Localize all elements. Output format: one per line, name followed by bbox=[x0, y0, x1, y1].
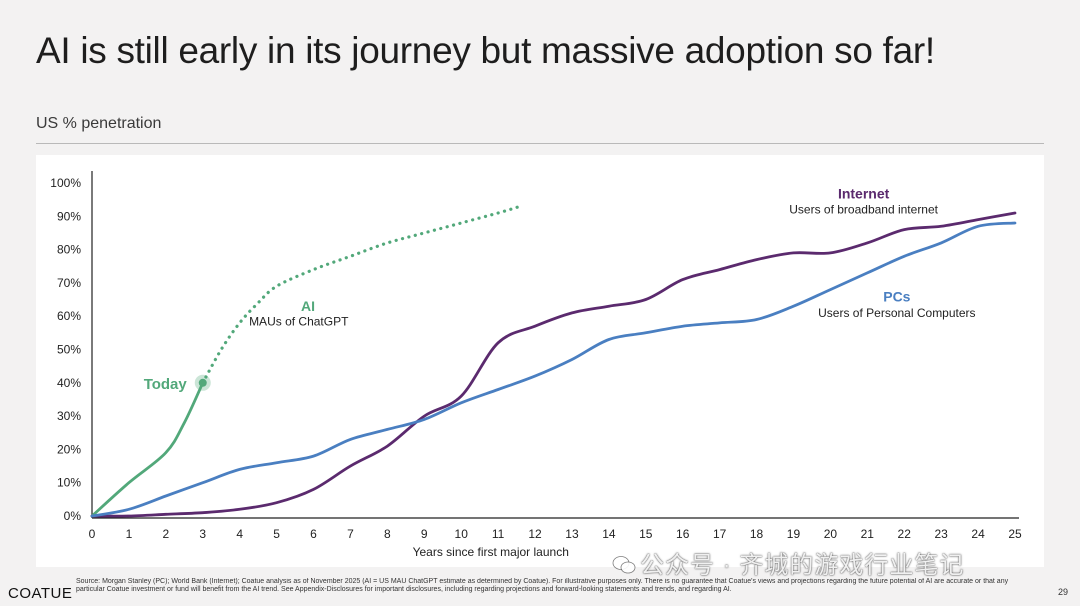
x-tick-label-20: 20 bbox=[824, 527, 838, 541]
x-tick-label-18: 18 bbox=[750, 527, 764, 541]
x-tick-label-6: 6 bbox=[310, 527, 317, 541]
internet-series-label: Internet bbox=[838, 186, 890, 202]
source-note: Source: Morgan Stanley (PC); World Bank … bbox=[76, 578, 1009, 593]
watermark: 公众号 · 齐城的游戏行业笔记 bbox=[612, 545, 964, 580]
x-tick-label-13: 13 bbox=[565, 527, 579, 541]
x-tick-label-8: 8 bbox=[384, 527, 391, 541]
ai-series-sublabel: MAUs of ChatGPT bbox=[249, 315, 349, 329]
chart-axes: 0%10%20%30%40%50%60%70%80%90%100%0 1 2 3 4 5 6… bbox=[50, 171, 1022, 559]
chart-subtitle: US % penetration bbox=[36, 115, 162, 132]
x-tick-label-1: 1 bbox=[126, 527, 133, 541]
series-line-ai-projection bbox=[201, 204, 522, 385]
chart-panel: 0% 10% 20% 30% 40% 50% 60% 70% 80% 90% 100% 0 1 2 3 4 5 6… bbox=[36, 155, 1044, 567]
y-tick-label-10: 10% bbox=[57, 476, 81, 490]
wechat-icon bbox=[612, 556, 636, 574]
y-tick-label-50: 50% bbox=[57, 343, 81, 357]
internet-series-sublabel: Users of broadband internet bbox=[789, 203, 938, 217]
x-tick-label-5: 5 bbox=[273, 527, 280, 541]
page-number: 29 bbox=[1057, 587, 1068, 597]
y-tick-label-20: 20% bbox=[57, 442, 81, 456]
y-tick-label-90: 90% bbox=[57, 209, 81, 223]
x-tick-label-9: 9 bbox=[421, 527, 428, 541]
x-tick-label-17: 17 bbox=[713, 527, 727, 541]
y-tick-label-60: 60% bbox=[57, 309, 81, 323]
y-tick-label-70: 70% bbox=[57, 276, 81, 290]
x-tick-label-2: 2 bbox=[162, 527, 169, 541]
x-tick-label-10: 10 bbox=[455, 527, 469, 541]
x-tick-label-25: 25 bbox=[1008, 527, 1022, 541]
x-tick-label-0: 0 bbox=[89, 527, 96, 541]
x-tick-label-15: 15 bbox=[639, 527, 653, 541]
x-tick-label-19: 19 bbox=[787, 527, 801, 541]
x-tick-label-7: 7 bbox=[347, 527, 354, 541]
x-tick-label-14: 14 bbox=[602, 527, 616, 541]
divider bbox=[36, 143, 1044, 144]
chart-series bbox=[90, 204, 1017, 518]
y-tick-label-80: 80% bbox=[57, 243, 81, 257]
x-tick-label-3: 3 bbox=[199, 527, 206, 541]
watermark-text: 公众号 · 齐城的游戏行业笔记 bbox=[640, 552, 965, 579]
y-tick-label-30: 30% bbox=[57, 409, 81, 423]
series-line-ai bbox=[90, 381, 205, 518]
today-marker bbox=[198, 378, 207, 387]
page-title: AI is still early in its journey but mas… bbox=[36, 30, 935, 71]
pcs-series-sublabel: Users of Personal Computers bbox=[818, 306, 975, 320]
y-tick-label-100: 100% bbox=[50, 176, 81, 190]
y-tick-label-0: 0% bbox=[64, 509, 82, 523]
coatue-logo: COATUE bbox=[8, 585, 73, 602]
penetration-line-chart: 0%10%20%30%40%50%60%70%80%90%100%0 1 2 3 4 5 6… bbox=[50, 171, 1022, 559]
today-label: Today bbox=[144, 376, 188, 393]
x-tick-label-21: 21 bbox=[861, 527, 875, 541]
series-line-internet bbox=[90, 211, 1017, 518]
x-tick-label-12: 12 bbox=[528, 527, 542, 541]
x-tick-label-22: 22 bbox=[898, 527, 912, 541]
ai-series-label: AI bbox=[301, 298, 315, 314]
x-tick-label-11: 11 bbox=[492, 527, 505, 541]
x-tick-label-4: 4 bbox=[236, 527, 243, 541]
x-tick-label-24: 24 bbox=[971, 527, 985, 541]
x-tick-label-23: 23 bbox=[934, 527, 948, 541]
x-axis-title: Years since first major launch bbox=[413, 545, 569, 559]
series-line-pcs bbox=[90, 221, 1017, 518]
y-tick-label-40: 40% bbox=[57, 376, 81, 390]
pcs-series-label: PCs bbox=[883, 289, 910, 305]
x-tick-label-16: 16 bbox=[676, 527, 690, 541]
